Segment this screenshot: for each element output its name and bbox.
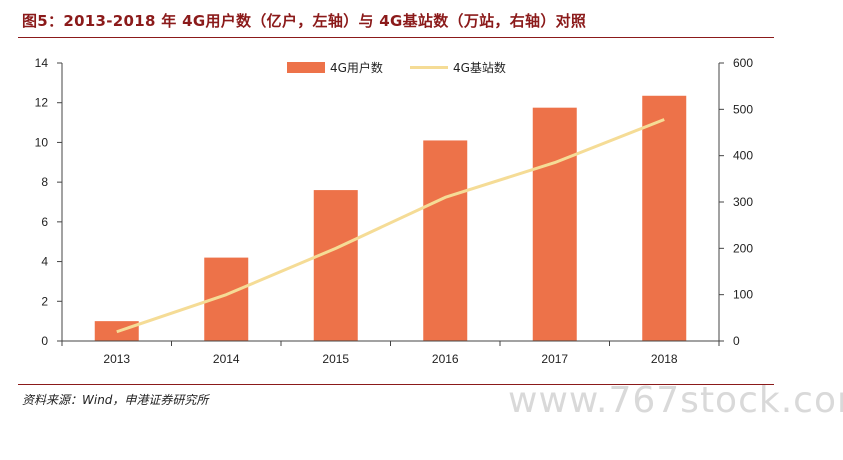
source-divider	[18, 384, 774, 385]
legend-label-users: 4G用户数	[330, 60, 383, 75]
legend: 4G用户数 4G基站数	[287, 60, 506, 75]
bar-2015	[313, 190, 358, 341]
right-tick-label: 400	[733, 149, 753, 163]
legend-label-base-stations: 4G基站数	[453, 60, 506, 75]
x-tick-label: 2013	[103, 352, 130, 366]
x-tick-label: 2015	[322, 352, 349, 366]
bar-series	[94, 95, 687, 341]
title-divider	[18, 37, 774, 38]
left-tick-label: 6	[41, 215, 48, 229]
source-note: 资料来源：Wind，申港证券研究所	[22, 393, 209, 407]
watermark: www.767stock.com	[508, 380, 843, 421]
legend-swatch-users	[287, 62, 325, 73]
left-tick-label: 10	[35, 135, 49, 149]
left-tick-label: 12	[35, 96, 49, 110]
bar-2017	[532, 107, 577, 341]
left-tick-label: 2	[41, 294, 48, 308]
chart-title: 图5：2013-2018 年 4G用户数（亿户，左轴）与 4G基站数（万站，右轴…	[22, 12, 587, 30]
right-tick-label: 0	[733, 334, 740, 348]
x-tick-label: 2016	[432, 352, 459, 366]
left-tick-label: 4	[41, 255, 48, 269]
left-tick-label: 0	[41, 334, 48, 348]
x-tick-label: 2017	[541, 352, 568, 366]
x-tick-label: 2018	[651, 352, 678, 366]
right-tick-label: 500	[733, 102, 753, 116]
right-tick-label: 100	[733, 288, 753, 302]
bar-2016	[423, 140, 468, 341]
left-tick-label: 14	[35, 56, 49, 70]
axes: 0 2 4 6 8 10 12 14 0 100 200 300 400 500 600 2013 2014 20…	[35, 56, 754, 366]
left-tick-label: 8	[41, 175, 48, 189]
bar-2018	[642, 95, 687, 341]
right-tick-label: 300	[733, 195, 753, 209]
line-series-base-stations	[116, 118, 665, 334]
x-tick-label: 2014	[213, 352, 240, 366]
chart: 0 2 4 6 8 10 12 14 0 100 200 300 400 500 600 2013 2014 20…	[35, 56, 754, 366]
right-tick-label: 600	[733, 56, 753, 70]
right-tick-label: 200	[733, 241, 753, 255]
